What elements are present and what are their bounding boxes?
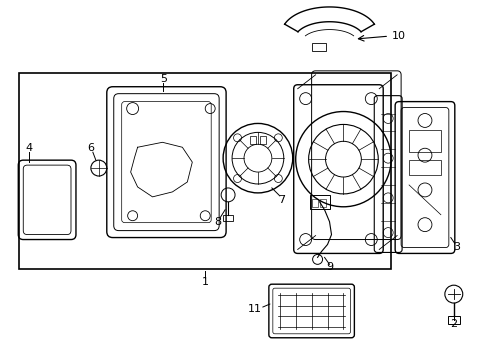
- Bar: [312, 199, 318, 207]
- Bar: [319, 199, 325, 207]
- Text: 3: 3: [453, 243, 460, 252]
- Text: 8: 8: [215, 217, 221, 227]
- Bar: [260, 136, 266, 144]
- Bar: [310, 195, 329, 209]
- Text: 6: 6: [87, 143, 95, 153]
- Text: 2: 2: [450, 319, 457, 329]
- Text: 1: 1: [202, 277, 209, 287]
- Bar: [223, 215, 233, 221]
- Bar: [409, 130, 441, 152]
- Bar: [19, 73, 391, 269]
- Text: 5: 5: [160, 74, 167, 84]
- Bar: [409, 160, 441, 175]
- Bar: [250, 136, 256, 144]
- Text: 11: 11: [248, 304, 262, 314]
- Text: 4: 4: [25, 143, 33, 153]
- Text: 7: 7: [278, 195, 285, 205]
- Bar: [448, 316, 460, 324]
- Text: 9: 9: [326, 262, 333, 272]
- Bar: [312, 43, 325, 51]
- Text: 10: 10: [392, 31, 406, 41]
